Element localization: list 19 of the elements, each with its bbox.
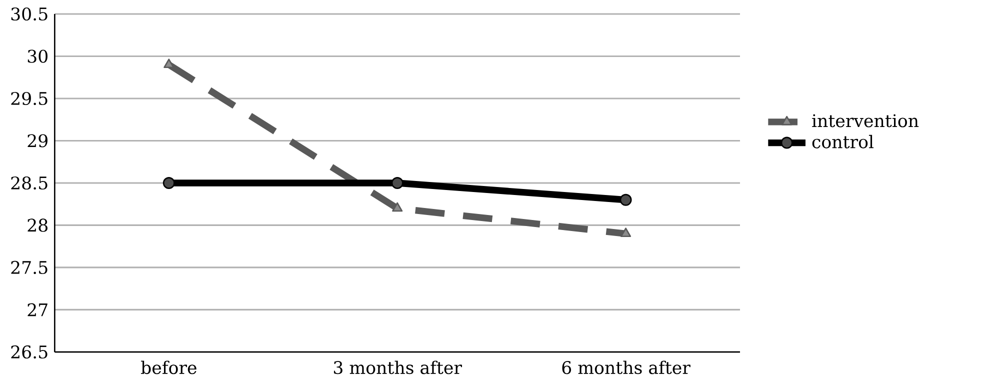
x-tick-label: before xyxy=(141,360,196,374)
legend-label: intervention xyxy=(812,114,919,128)
y-tick-label: 29.5 xyxy=(11,92,48,106)
x-tick-label: 6 months after xyxy=(562,360,690,374)
y-tick-label: 26.5 xyxy=(11,345,48,359)
point xyxy=(391,176,404,189)
point xyxy=(392,202,403,212)
point xyxy=(620,194,632,206)
y-tick-label: 29 xyxy=(28,134,48,148)
legend-label: control xyxy=(812,134,874,148)
y-tick-label: 28.5 xyxy=(11,176,48,190)
y-tick-label: 27.5 xyxy=(11,260,48,274)
y-tick-label: 28 xyxy=(28,218,48,232)
y-tick-label: 30.5 xyxy=(11,7,48,21)
y-tick-label: 27 xyxy=(28,303,48,316)
y-tick-label: 30 xyxy=(28,50,48,63)
x-tick-label: 3 months after xyxy=(334,360,462,374)
point xyxy=(620,228,632,238)
point xyxy=(162,176,175,189)
